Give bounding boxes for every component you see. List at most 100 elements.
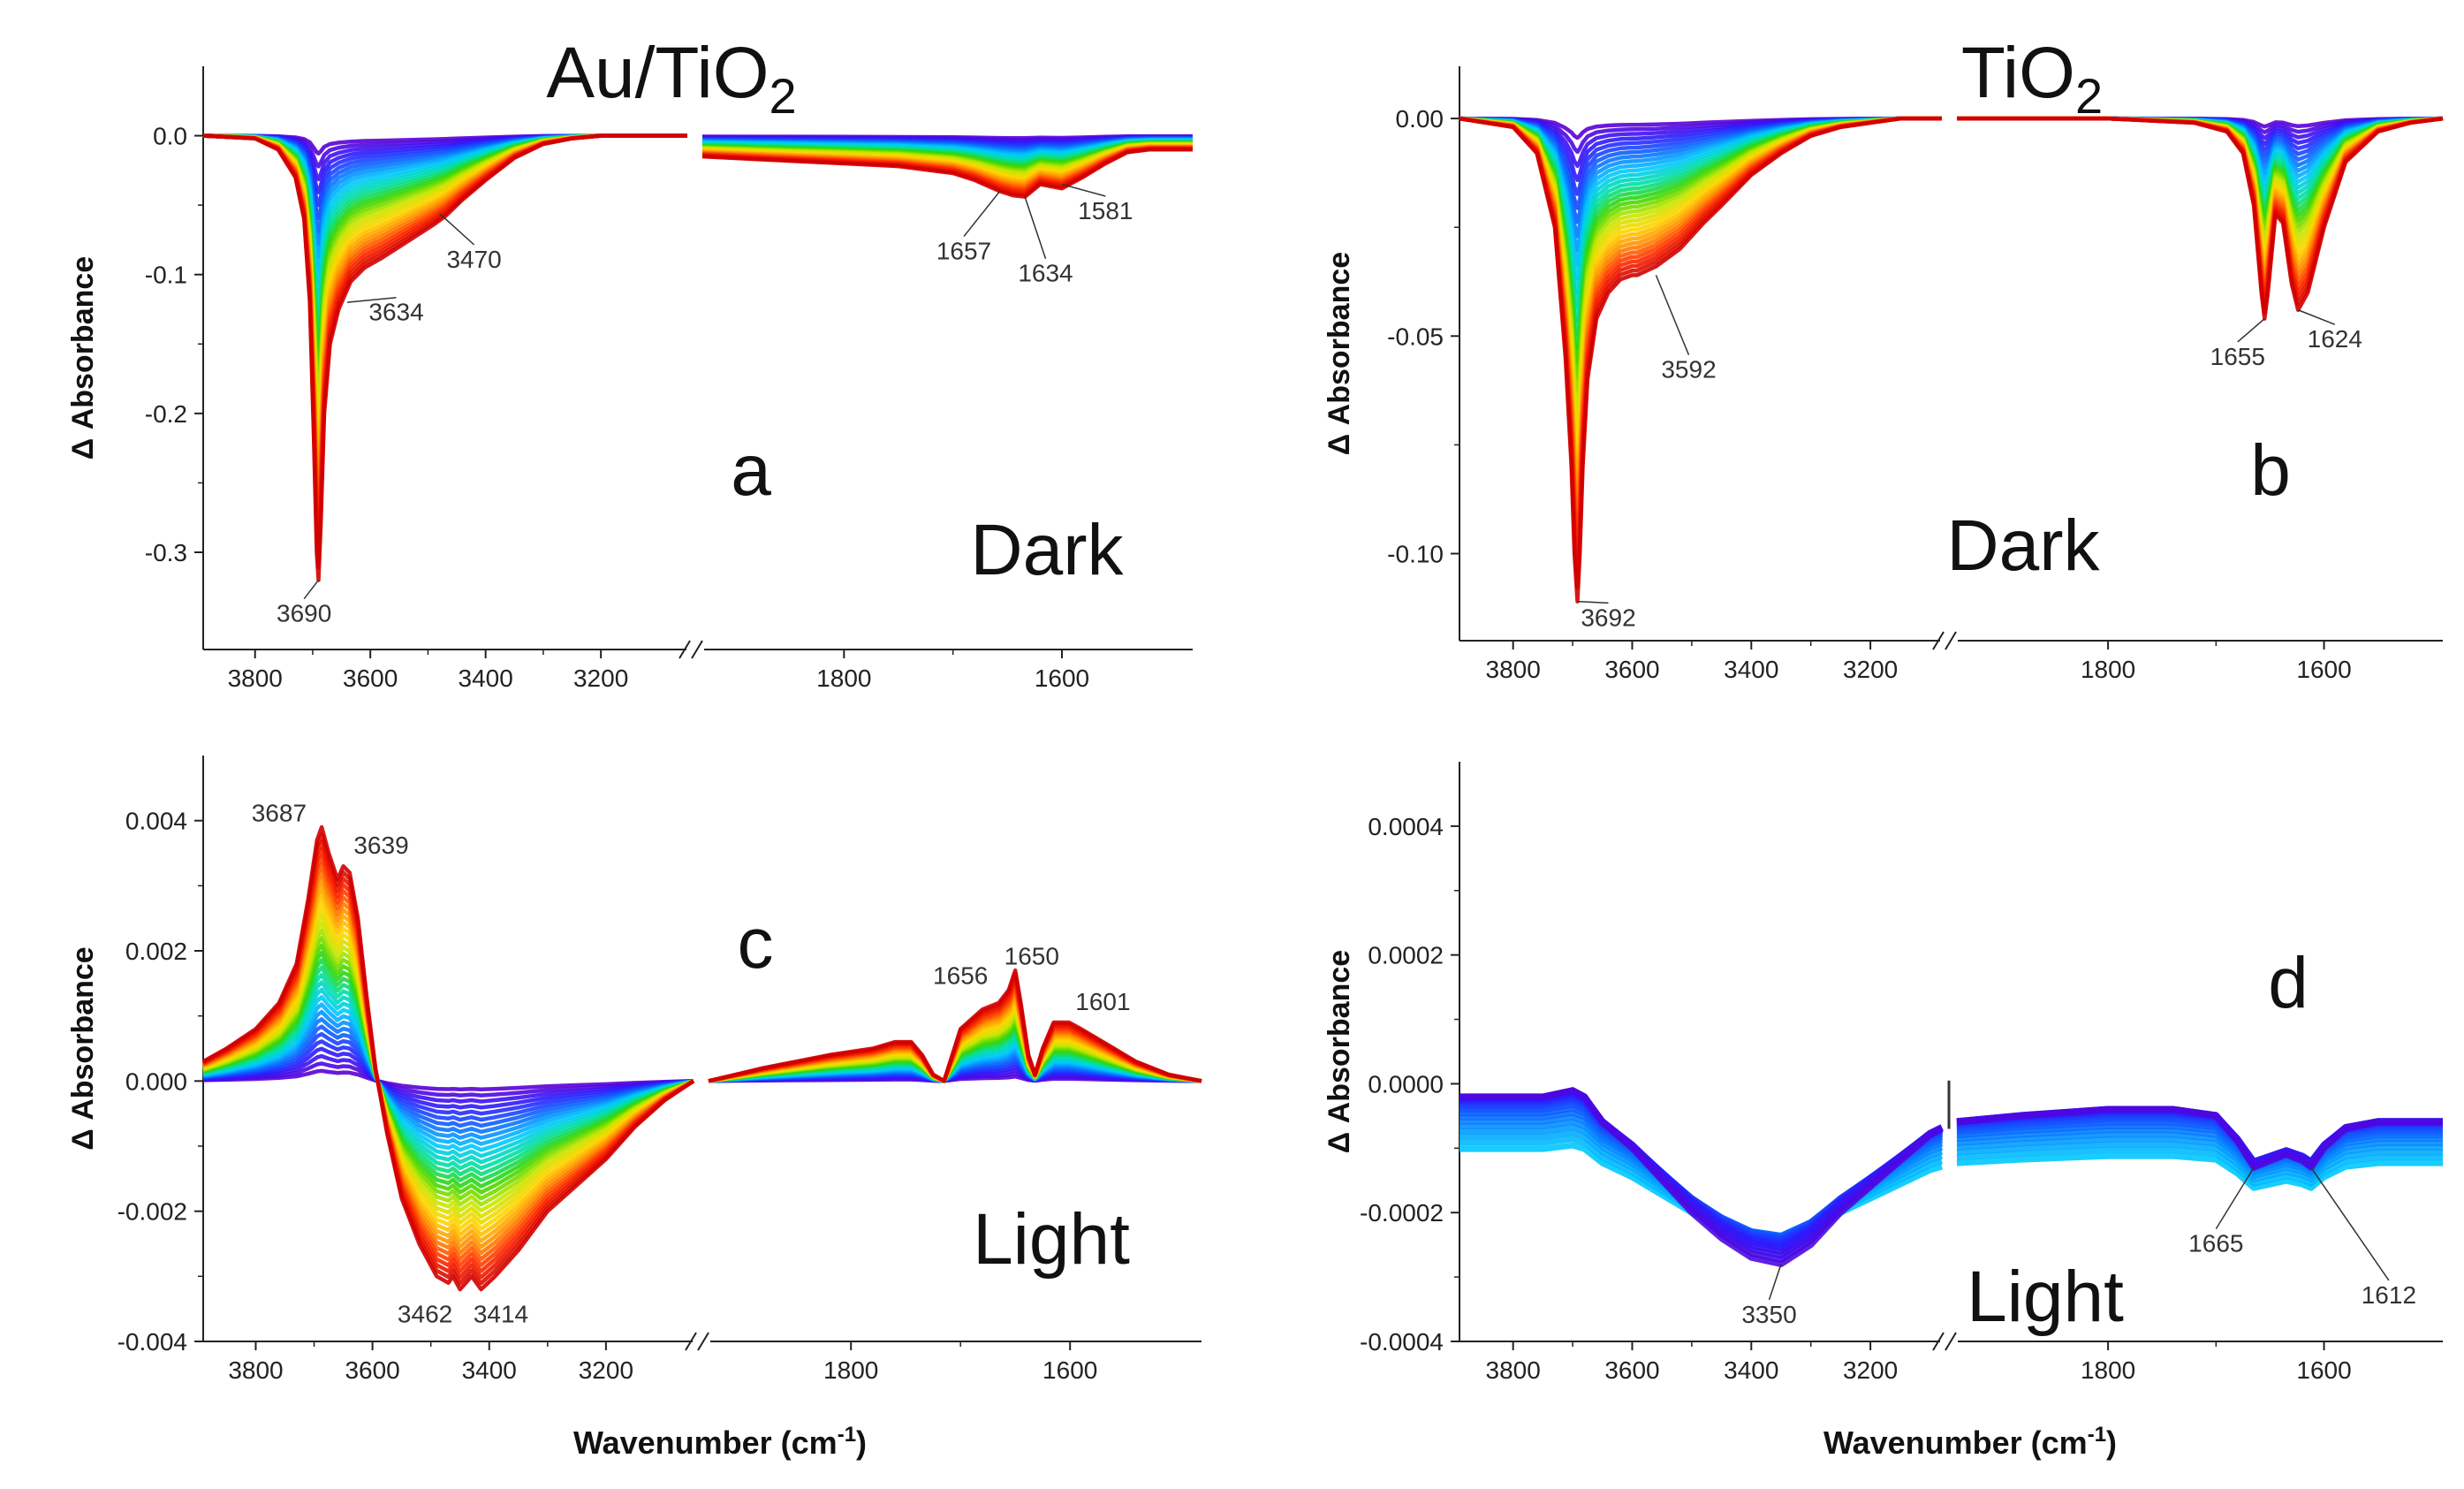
axis-break-mark: [697, 1332, 709, 1351]
y-axis-label: Δ Absorbance: [66, 946, 100, 1150]
peak-annotation: 3687: [252, 799, 307, 826]
panel-a: 0.0 -0.1 -0.2 -0.3 3800 3600 3400 3200 1800 1600 Δ…: [66, 33, 1193, 692]
spectrum-line: [201, 824, 695, 1292]
panel-letter: a: [731, 430, 771, 511]
x-tick-label: 1600: [2296, 656, 2351, 683]
x-tick-label: 1600: [1035, 665, 1089, 692]
x-tick-label: 1800: [816, 665, 871, 692]
y-tick-label: -0.2: [145, 400, 187, 428]
condition-label: Light: [1967, 1257, 2124, 1337]
panel-title-sub: 2: [769, 68, 796, 124]
annotation-leader: [303, 579, 320, 600]
y-tick-label: -0.0004: [1360, 1328, 1444, 1356]
y-tick-label: -0.002: [118, 1198, 187, 1226]
spectrum-line: [1956, 1141, 2443, 1183]
spectrum-line: [1956, 1106, 2443, 1171]
panel-letter: b: [2250, 430, 2291, 511]
peak-annotation: 1624: [2308, 325, 2362, 353]
x-tick-label: 1600: [1042, 1356, 1097, 1384]
y-tick-label: 0.000: [125, 1067, 187, 1095]
x-tick-label: 3800: [228, 665, 283, 692]
x-axis-label-left: Wavenumber (cm-1): [573, 1423, 867, 1461]
y-axis-label: Δ Absorbance: [66, 256, 100, 460]
annotation-leader: [2297, 309, 2336, 325]
axis-break-mark: [1932, 1332, 1945, 1351]
x-axis-label-close: ): [2106, 1424, 2117, 1461]
peak-annotation: 1657: [936, 238, 991, 265]
panel-title: TiO2: [1961, 33, 2103, 124]
annotation-leader: [2237, 318, 2265, 343]
x-axis-label-sup: -1: [2088, 1423, 2106, 1447]
y-tick-label: 0.004: [125, 808, 187, 835]
condition-label: Dark: [970, 510, 1124, 590]
peak-annotation: 1665: [2188, 1230, 2243, 1257]
peak-annotation: 1612: [2362, 1281, 2416, 1309]
x-axis-label-text: Wavenumber (cm: [573, 1424, 838, 1461]
peak-annotation: 3470: [446, 246, 501, 273]
spectrum-line: [1957, 116, 2444, 304]
y-axis-label: Δ Absorbance: [1323, 252, 1356, 455]
y-axis-label: Δ Absorbance: [1323, 950, 1356, 1153]
y-tick-label: -0.0002: [1360, 1199, 1444, 1227]
panel-title: Au/TiO2: [546, 33, 796, 124]
x-tick-label: 3400: [1724, 656, 1778, 683]
x-axis-label-text: Wavenumber (cm: [1823, 1424, 2088, 1461]
y-tick-label: -0.1: [145, 262, 187, 289]
spectrum-line: [1956, 1152, 2443, 1191]
panel-d: 0.0004 0.0002 0.0000 -0.0002 -0.0004 3800 3600…: [1323, 762, 2443, 1384]
y-tick-label: -0.05: [1387, 323, 1444, 350]
x-tick-label: 3600: [343, 665, 398, 692]
peak-annotation: 1655: [2210, 343, 2265, 370]
x-tick-label: 3200: [573, 665, 628, 692]
axis-break-mark: [679, 640, 691, 659]
x-tick-label: 3400: [462, 1356, 517, 1384]
y-tick-label: -0.004: [118, 1328, 187, 1356]
spectrum-line: [202, 1046, 694, 1110]
spectrum-line: [708, 968, 1202, 1083]
spectrum-line: [1957, 116, 2444, 292]
condition-label: Dark: [1946, 505, 2100, 586]
peak-annotation: 1601: [1075, 988, 1130, 1015]
x-tick-label: 1800: [2081, 656, 2135, 683]
x-tick-label: 3200: [1843, 656, 1898, 683]
peak-annotation: 3634: [368, 299, 423, 326]
peak-annotation: 3639: [353, 832, 408, 859]
peak-annotation: 3462: [398, 1301, 452, 1328]
x-tick-label: 1600: [2296, 1356, 2351, 1384]
annotation-leader: [2310, 1166, 2390, 1281]
spectrum-line: [1957, 116, 2444, 298]
axis-break-mark: [685, 1332, 697, 1351]
y-tick-label: 0.002: [125, 938, 187, 965]
x-tick-label: 1800: [2081, 1356, 2135, 1384]
axis-break-mark: [1945, 631, 1957, 650]
y-tick-label: 0.0004: [1368, 813, 1444, 840]
spectrum-line: [202, 133, 687, 582]
annotation-leader: [2215, 1166, 2255, 1230]
x-axis-label-sup: -1: [838, 1423, 856, 1447]
spectrum-line: [1459, 1087, 1944, 1267]
x-tick-label: 3800: [1486, 1356, 1541, 1384]
spectrum-line: [1957, 116, 2444, 321]
y-tick-label: 0.0000: [1368, 1070, 1444, 1098]
panel-b: 0.00 -0.05 -0.10 3800 3600 3400 3200 1800 1600 Δ …: [1323, 33, 2444, 683]
spectrum-line: [701, 148, 1193, 199]
x-tick-label: 3600: [1604, 1356, 1659, 1384]
panel-title-main: TiO: [1961, 33, 2075, 113]
x-axis-label-right: Wavenumber (cm-1): [1823, 1423, 2117, 1461]
spectrum-line: [202, 1053, 694, 1104]
spectrum-line: [1957, 116, 2444, 280]
x-tick-label: 3600: [1604, 656, 1659, 683]
x-axis-label-close: ): [856, 1424, 867, 1461]
annotation-leader: [1768, 1264, 1782, 1301]
peak-annotation: 1650: [1005, 942, 1059, 969]
peak-annotation: 1656: [933, 961, 988, 989]
panel-title-sub: 2: [2075, 68, 2103, 124]
condition-label: Light: [973, 1199, 1130, 1280]
x-tick-label: 3200: [1843, 1356, 1898, 1384]
y-tick-label: 0.00: [1396, 105, 1444, 133]
annotation-leader: [1024, 196, 1047, 259]
peak-annotation: 1581: [1078, 197, 1133, 224]
x-tick-label: 3800: [228, 1356, 283, 1384]
annotation-leader: [347, 296, 397, 303]
annotation-leader: [1061, 183, 1106, 197]
